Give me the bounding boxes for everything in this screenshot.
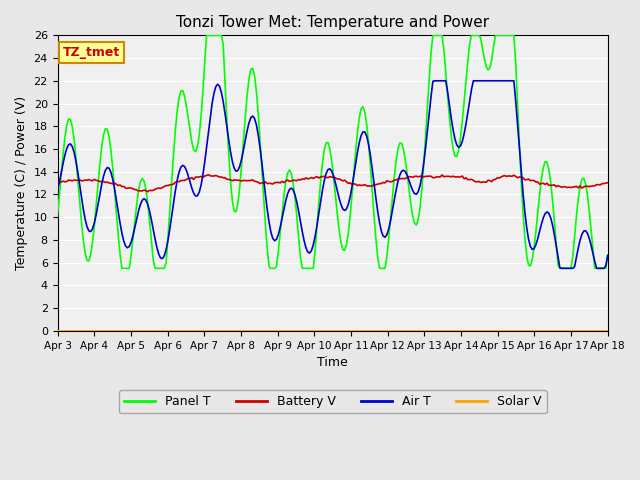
Text: TZ_tmet: TZ_tmet	[63, 46, 120, 59]
Legend: Panel T, Battery V, Air T, Solar V: Panel T, Battery V, Air T, Solar V	[118, 390, 547, 413]
X-axis label: Time: Time	[317, 356, 348, 369]
Y-axis label: Temperature (C) / Power (V): Temperature (C) / Power (V)	[15, 96, 28, 270]
Title: Tonzi Tower Met: Temperature and Power: Tonzi Tower Met: Temperature and Power	[176, 15, 489, 30]
